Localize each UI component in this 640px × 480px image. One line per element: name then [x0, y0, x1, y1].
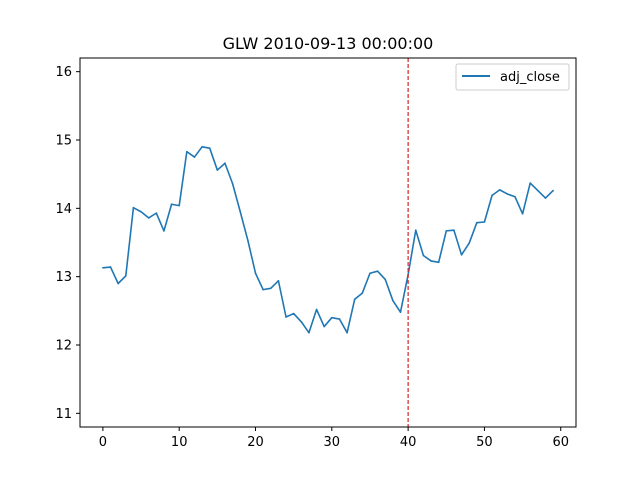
data-point	[392, 299, 394, 302]
data-point	[506, 193, 509, 195]
data-point	[361, 292, 364, 294]
x-tick-label: 20	[247, 435, 264, 450]
data-point	[216, 169, 219, 171]
data-point	[292, 312, 295, 315]
legend-box	[455, 63, 570, 91]
data-point	[369, 272, 371, 275]
data-point	[453, 229, 455, 231]
data-point	[254, 272, 257, 275]
chart-title: GLW 2010-09-13 00:00:00	[223, 34, 434, 53]
data-point	[544, 197, 547, 199]
data-point	[231, 182, 234, 185]
y-tick-label: 16	[55, 65, 72, 80]
x-tick-label: 30	[324, 435, 341, 450]
data-point	[124, 275, 127, 277]
data-point	[468, 242, 470, 244]
data-point	[422, 254, 425, 257]
data-point	[376, 270, 379, 273]
data-point	[491, 194, 493, 197]
data-point	[384, 278, 387, 281]
data-point	[170, 203, 173, 206]
x-tick-label: 0	[99, 435, 107, 450]
y-tick-label: 15	[55, 134, 72, 149]
y-tick-label: 12	[55, 339, 72, 354]
legend: adj_close	[455, 63, 570, 91]
y-tick-label: 13	[55, 270, 72, 285]
data-point	[300, 320, 303, 323]
data-point	[514, 195, 516, 198]
data-point	[346, 331, 348, 334]
x-tick-label: 60	[552, 435, 569, 450]
data-point	[308, 331, 310, 334]
x-tick-label: 10	[171, 435, 188, 450]
legend-label-adj-close: adj_close	[500, 70, 560, 85]
plot-area-frame	[79, 57, 577, 428]
data-point	[323, 325, 325, 328]
data-point	[338, 318, 341, 320]
data-point	[155, 212, 158, 214]
x-tick-label: 40	[400, 435, 417, 450]
data-point	[483, 221, 486, 223]
data-point	[537, 189, 539, 192]
data-point	[163, 230, 165, 232]
data-point	[147, 217, 150, 219]
data-point	[132, 206, 135, 209]
data-point	[414, 229, 417, 231]
data-point	[247, 239, 249, 242]
data-point	[277, 279, 280, 282]
data-point	[201, 146, 203, 148]
data-point	[552, 189, 554, 192]
data-point	[208, 147, 211, 149]
data-point	[178, 204, 180, 207]
data-point	[109, 266, 112, 268]
series-line-adj-close	[102, 146, 554, 334]
data-point	[445, 230, 448, 232]
data-point	[262, 288, 264, 291]
y-tick-label: 14	[55, 202, 72, 217]
data-point	[529, 182, 532, 184]
data-point	[239, 210, 242, 213]
data-point	[437, 261, 440, 264]
data-point	[140, 210, 142, 213]
data-point	[399, 311, 402, 314]
data-point	[285, 316, 287, 318]
data-point	[353, 298, 356, 301]
data-point	[102, 266, 104, 269]
data-point	[498, 189, 501, 191]
x-tick-label: 50	[476, 435, 493, 450]
data-point	[476, 221, 478, 224]
data-point	[193, 156, 196, 158]
data-point	[331, 316, 333, 319]
data-point	[269, 287, 272, 290]
y-tick-label: 11	[55, 407, 72, 422]
data-point	[186, 150, 188, 153]
data-point	[521, 213, 524, 215]
data-point	[460, 254, 463, 256]
data-point	[224, 162, 226, 165]
data-point	[315, 308, 318, 311]
data-point	[430, 260, 432, 262]
data-point	[117, 282, 119, 285]
